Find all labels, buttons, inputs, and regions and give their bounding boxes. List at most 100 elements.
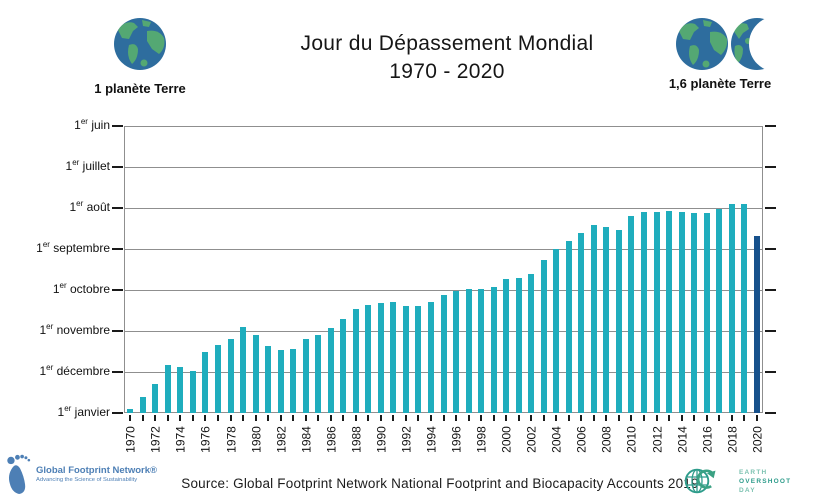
x-tick-2019 — [743, 415, 746, 421]
x-tick-2000 — [505, 415, 508, 421]
x-tick-2020 — [755, 415, 758, 421]
x-tick-2004 — [555, 415, 558, 421]
y-tick-left-novembre — [112, 330, 123, 332]
x-axis-label-2006: 2006 — [574, 426, 589, 453]
y-tick-right-octobre — [765, 289, 776, 291]
x-tick-2001 — [517, 415, 520, 421]
x-tick-1984 — [304, 415, 307, 421]
bar-2011 — [640, 211, 647, 413]
x-tick-2008 — [605, 415, 608, 421]
bar-1998 — [478, 288, 485, 413]
bar-1985 — [315, 335, 322, 413]
x-tick-1986 — [329, 415, 332, 421]
x-tick-1979 — [242, 415, 245, 421]
bar-2002 — [528, 273, 535, 413]
gridline-août — [125, 208, 762, 209]
x-axis-label-1980: 1980 — [248, 426, 263, 453]
bar-2007 — [590, 225, 597, 413]
x-tick-1985 — [317, 415, 320, 421]
y-axis-label-janvier: 1er janvier — [57, 404, 111, 420]
bar-2014 — [678, 211, 685, 413]
bar-1982 — [277, 350, 284, 413]
bar-2008 — [603, 226, 610, 413]
x-tick-1981 — [267, 415, 270, 421]
x-tick-1972 — [154, 415, 157, 421]
x-tick-1992 — [404, 415, 407, 421]
bar-2017 — [716, 209, 723, 413]
eod-logo-line1: EARTH — [739, 468, 768, 476]
bar-2019 — [741, 204, 748, 413]
x-axis-label-1994: 1994 — [423, 426, 438, 453]
y-tick-right-novembre — [765, 330, 776, 332]
bar-1975 — [189, 370, 196, 413]
x-tick-2014 — [680, 415, 683, 421]
y-axis-label-juillet: 1er juillet — [65, 158, 111, 174]
bar-1987 — [340, 319, 347, 413]
y-tick-left-juillet — [112, 166, 123, 168]
x-axis-label-1992: 1992 — [398, 426, 413, 453]
source-caption: Source: Global Footprint Network Nationa… — [181, 476, 699, 491]
x-tick-1996 — [455, 415, 458, 421]
x-tick-1976 — [204, 415, 207, 421]
bar-1973 — [164, 365, 171, 413]
x-tick-1978 — [229, 415, 232, 421]
x-tick-1997 — [467, 415, 470, 421]
x-axis-label-2016: 2016 — [699, 426, 714, 453]
x-axis-label-2004: 2004 — [549, 426, 564, 453]
eod-logo-line3: DAY — [739, 486, 756, 494]
y-axis-label-juin: 1er juin — [74, 117, 110, 133]
x-axis-label-1988: 1988 — [348, 426, 363, 453]
x-tick-1974 — [179, 415, 182, 421]
y-axis-label-octobre: 1er octobre — [52, 281, 110, 297]
bar-1980 — [252, 335, 259, 413]
bar-1991 — [390, 301, 397, 413]
x-axis-label-1978: 1978 — [223, 426, 238, 453]
page-title: Jour du Dépassement Mondial 1970 - 2020 — [72, 30, 822, 86]
x-axis-label-2008: 2008 — [599, 426, 614, 453]
bar-1981 — [265, 346, 272, 413]
bar-1993 — [415, 305, 422, 413]
y-axis-label-septembre: 1er septembre — [36, 240, 110, 256]
bar-2010 — [628, 215, 635, 413]
x-tick-1990 — [379, 415, 382, 421]
x-axis-label-2000: 2000 — [499, 426, 514, 453]
bar-1986 — [327, 328, 334, 413]
x-tick-2006 — [580, 415, 583, 421]
x-tick-1999 — [492, 415, 495, 421]
one-planet-label: 1 planète Terre — [94, 81, 186, 96]
bar-2016 — [703, 213, 710, 413]
bar-1997 — [465, 288, 472, 413]
x-tick-1991 — [392, 415, 395, 421]
earth-globe-icon — [675, 18, 728, 70]
bar-2005 — [565, 241, 572, 413]
bar-1984 — [302, 339, 309, 413]
bar-1988 — [352, 308, 359, 413]
x-tick-1987 — [342, 415, 345, 421]
title-line-1: Jour du Dépassement Mondial — [300, 32, 594, 55]
bar-1983 — [290, 348, 297, 413]
bar-1992 — [402, 305, 409, 413]
x-tick-2007 — [592, 415, 595, 421]
x-tick-1973 — [166, 415, 169, 421]
x-tick-2010 — [630, 415, 633, 421]
y-tick-right-août — [765, 207, 776, 209]
partial-earth-globe-icon — [730, 18, 765, 70]
x-tick-2009 — [617, 415, 620, 421]
y-tick-right-septembre — [765, 248, 776, 250]
x-axis-label-1976: 1976 — [198, 426, 213, 453]
bar-2015 — [691, 213, 698, 413]
gridline-septembre — [125, 249, 762, 250]
x-tick-1971 — [141, 415, 144, 421]
x-axis-label-1974: 1974 — [173, 426, 188, 453]
x-tick-1994 — [429, 415, 432, 421]
bar-2009 — [615, 230, 622, 413]
bar-1995 — [440, 295, 447, 413]
x-tick-1998 — [480, 415, 483, 421]
y-tick-left-octobre — [112, 289, 123, 291]
y-axis-label-août: 1er août — [69, 199, 110, 215]
x-axis-label-2018: 2018 — [724, 426, 739, 453]
eod-logo-line2: OVERSHOOT — [739, 477, 792, 485]
earth-overshoot-day-logo: EARTH OVERSHOOT DAY — [683, 466, 791, 496]
x-tick-2018 — [730, 415, 733, 421]
y-tick-right-janvier — [765, 412, 776, 414]
